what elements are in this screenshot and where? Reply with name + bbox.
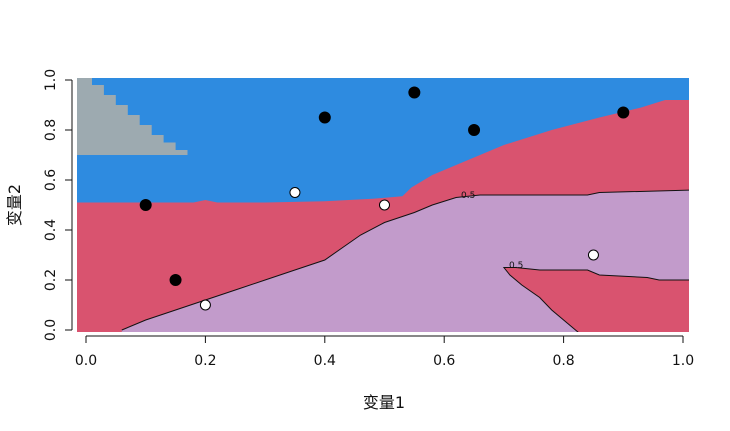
region-gray (77, 78, 188, 155)
x-axis-label: 变量1 (363, 393, 405, 412)
data-point-black (468, 124, 481, 136)
data-points (139, 86, 630, 311)
y-tick-label: 0.2 (43, 269, 59, 291)
x-tick-label: 0.6 (433, 353, 455, 369)
region-lavender (121, 190, 689, 332)
x-tick-label: 0.2 (194, 353, 216, 369)
contour-labels: 0.5 0.5 (461, 191, 523, 271)
data-point-white (289, 187, 301, 198)
decision-regions (77, 78, 689, 332)
y-tick-label: 1.0 (43, 69, 59, 91)
data-point-white (199, 299, 211, 311)
data-point-black (318, 111, 331, 124)
x-tick-label: 1.0 (672, 353, 694, 369)
data-point-black (408, 86, 421, 99)
contour-line-lower (502, 267, 689, 332)
data-point-white (379, 199, 390, 211)
contour-lines (121, 189, 689, 332)
x-axis-ticks: 0.0 0.2 0.4 0.6 0.8 1.0 (75, 336, 694, 369)
x-tick-label: 0.4 (314, 353, 336, 369)
data-point-white (587, 249, 599, 261)
y-axis-label: 变量2 (5, 184, 24, 226)
y-tick-label: 0.4 (43, 219, 59, 241)
data-point-black (617, 106, 630, 119)
region-crimson (77, 100, 689, 332)
data-point-black (169, 274, 182, 286)
contour-label-lower: 0.5 (509, 261, 523, 271)
x-tick-label: 0.8 (552, 353, 574, 369)
y-tick-label: 0.6 (43, 169, 59, 191)
contour-label-upper: 0.5 (461, 191, 475, 201)
x-tick-label: 0.0 (75, 353, 97, 369)
contour-line-upper (121, 189, 689, 331)
y-axis-ticks: 0.0 0.2 0.4 0.6 0.8 1.0 (43, 69, 72, 341)
y-tick-label: 0.8 (43, 119, 59, 141)
y-tick-label: 0.0 (43, 319, 59, 341)
data-point-black (139, 199, 152, 211)
